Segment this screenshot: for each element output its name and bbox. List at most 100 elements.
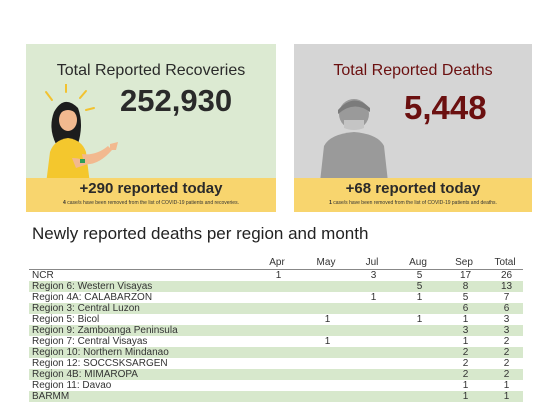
region-column-header [29,255,251,270]
death-count-cell [303,358,349,369]
recovered-woman-illustration-icon [45,84,118,184]
death-count-cell [303,380,349,391]
death-count-cell [303,292,349,303]
death-count-cell: 5 [462,292,469,303]
death-count-cell: 3 [462,325,469,336]
table-row: NCR 1 3 5 17 26 [29,270,523,282]
death-count-cell: 3 [503,325,510,336]
death-count-cell [349,369,395,380]
death-count-cell: 1 [324,314,331,325]
death-count-cell [395,325,441,336]
recoveries-note: 4 case/s have been removed from the list… [63,200,239,206]
table-row: Region 7: Central Visayas 1 1 2 [29,336,523,347]
person-silhouette-illustration-icon [320,99,388,182]
death-count-cell: 7 [503,292,510,303]
death-count-cell [251,391,303,402]
recoveries-total: 252,930 [120,83,233,118]
death-count-cell: 1 [416,292,423,303]
table-row: Region 6: Western Visayas 5 8 13 [29,281,523,292]
recoveries-title: Total Reported Recoveries [56,62,246,79]
death-count-cell [395,347,441,358]
death-count-cell: 2 [462,358,469,369]
month-column-header: May [316,256,336,268]
death-count-cell: 2 [462,369,469,380]
death-count-cell [349,303,395,314]
deaths-card: Total Reported Deaths 5,448 +68 reported… [294,44,532,212]
death-count-cell: 2 [503,347,510,358]
table-row: Region 4A: CALABARZON 1 1 5 7 [29,292,523,303]
table-row: Region 5: Bicol 1 1 1 3 [29,314,523,325]
month-column-header: Sep [455,256,473,268]
deaths-today: +68 reported today [345,180,481,197]
death-count-cell [349,281,395,292]
month-column-header: Jul [365,256,379,268]
region-name-cell: Region 6: Western Visayas [32,281,153,292]
table-row: Region 12: SOCCSKSARGEN 2 2 [29,358,523,369]
death-count-cell [349,314,395,325]
region-name-cell: Region 5: Bicol [32,314,100,325]
table-row: BARMM 1 1 [29,391,523,402]
month-column-header: Total [494,256,516,268]
death-count-cell: 1 [462,391,469,402]
recoveries-today: +290 reported today [79,180,223,197]
death-count-cell: 13 [500,281,513,292]
death-count-cell: 2 [503,369,510,380]
death-count-cell [349,336,395,347]
death-count-cell [395,358,441,369]
recoveries-today-band: +290 reported today 4 case/s have been r… [26,178,276,212]
death-count-cell [303,270,349,282]
death-count-cell: 26 [500,270,513,281]
death-count-cell: 5 [416,270,423,281]
region-name-cell: Region 9: Zamboanga Peninsula [32,325,178,336]
death-count-cell: 1 [324,336,331,347]
death-count-cell [251,325,303,336]
death-count-cell: 2 [503,358,510,369]
month-column-header: Aug [409,256,427,268]
death-count-cell [303,369,349,380]
table-row: Region 3: Central Luzon 6 6 [29,303,523,314]
death-count-cell [349,391,395,402]
region-name-cell: Region 10: Northern Mindanao [32,347,169,358]
death-count-cell: 3 [503,314,510,325]
region-name-cell: NCR [32,270,54,281]
death-count-cell: 1 [503,391,510,402]
death-count-cell [303,303,349,314]
death-count-cell [303,281,349,292]
death-count-cell [349,358,395,369]
region-name-cell: Region 4A: CALABARZON [32,292,153,303]
death-count-cell: 2 [503,336,510,347]
table-row: Region 10: Northern Mindanao 2 2 [29,347,523,358]
deaths-note: 1 case/s have been removed from the list… [329,200,497,206]
death-count-cell [251,281,303,292]
death-count-cell: 17 [459,270,472,281]
death-count-cell [251,303,303,314]
region-name-cell: Region 11: Davao [32,380,112,391]
death-count-cell: 1 [503,380,510,391]
deaths-per-region-table: Apr May Jul Aug Sep Total NCR 1 3 5 17 26 Region 6:… [29,255,523,402]
death-count-cell: 1 [462,380,469,391]
death-count-cell: 1 [462,314,469,325]
death-count-cell [303,325,349,336]
death-count-cell [395,391,441,402]
death-count-cell: 1 [462,336,469,347]
region-name-cell: BARMM [32,391,70,402]
death-count-cell [251,358,303,369]
death-count-cell: 6 [503,303,510,314]
table-header-row: Apr May Jul Aug Sep Total [29,255,523,270]
death-count-cell: 1 [416,314,423,325]
death-count-cell: 1 [370,292,377,303]
region-name-cell: Region 4B: MIMAROPA [32,369,138,380]
death-count-cell: 5 [416,281,423,292]
death-count-cell [251,336,303,347]
death-count-cell [251,314,303,325]
death-count-cell [349,380,395,391]
table-row: Region 4B: MIMAROPA 2 2 [29,369,523,380]
death-count-cell: 6 [462,303,469,314]
death-count-cell [303,347,349,358]
death-count-cell [395,303,441,314]
deaths-table-heading: Newly reported deaths per region and mon… [32,224,369,243]
table-row: Region 9: Zamboanga Peninsula 3 3 [29,325,523,336]
month-column-header: Apr [269,256,285,268]
deaths-title: Total Reported Deaths [333,62,493,79]
region-name-cell: Region 3: Central Luzon [32,303,140,314]
